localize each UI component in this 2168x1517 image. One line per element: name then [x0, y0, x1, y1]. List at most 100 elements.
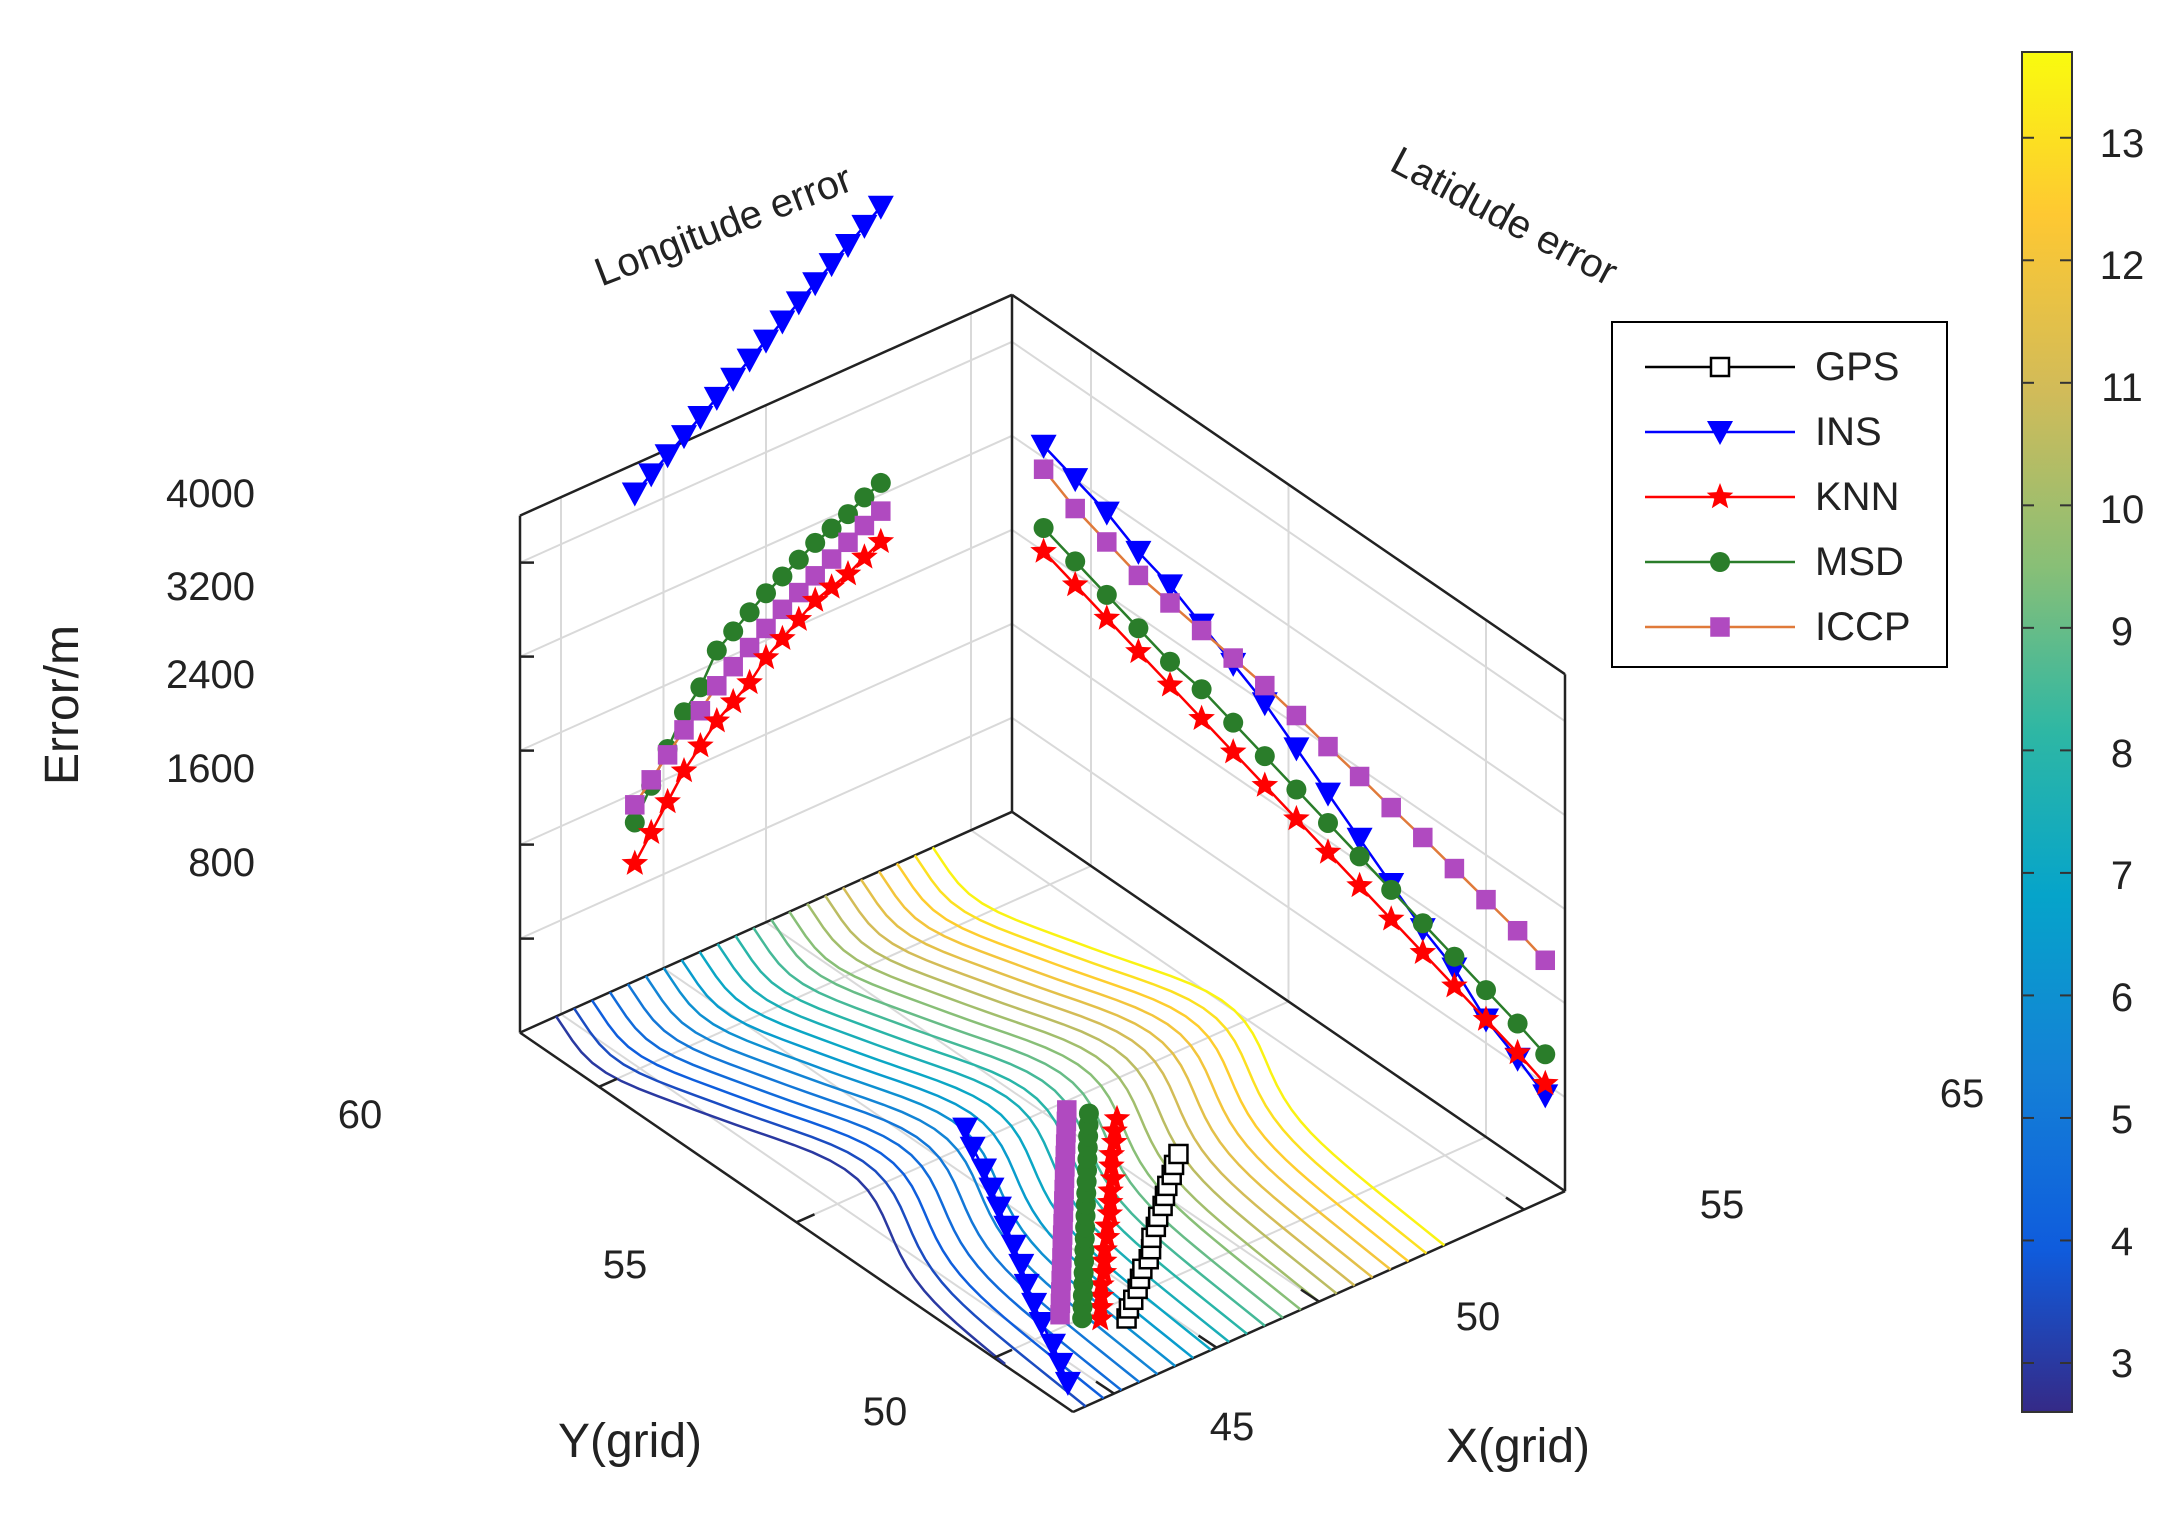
longitude-ins-point: [687, 406, 714, 431]
latitude-msd-point: [1128, 618, 1149, 639]
latitude-msd-point: [1535, 1044, 1556, 1065]
frame-edge: [1011, 810, 1566, 1193]
floor-knn-point: [1094, 1212, 1121, 1238]
latitude-iccp-point: [1349, 766, 1370, 787]
colorbar-tick-label: 11: [2101, 366, 2143, 410]
latitude-ins-point: [1251, 692, 1278, 717]
latitude-iccp-point: [1255, 675, 1275, 696]
longitude-ins-point: [638, 463, 665, 488]
latitude-msd-point: [1318, 812, 1338, 833]
longitude-knn-point: [834, 560, 862, 586]
longitude-iccp-point: [871, 501, 891, 521]
colorbar: 3 4 5 6 7 8 9 10 11 12 13: [2021, 51, 2145, 1413]
legend-marker-knn: [1706, 483, 1734, 509]
longitude-msd-point: [854, 487, 875, 508]
latitude-iccp-series: [1033, 459, 1555, 971]
contour-line: [734, 935, 1248, 1335]
longitude-iccp-series: [625, 501, 891, 815]
legend-box: [1611, 321, 1948, 668]
latitude-ins-point: [1315, 782, 1341, 807]
floor-ins-point: [993, 1215, 1020, 1240]
latitude-iccp-point: [1191, 620, 1212, 641]
x-tick-label: 45: [1210, 1405, 1255, 1449]
z-tick-label: 800: [188, 841, 255, 885]
y-tick-labels: 60 55 50: [338, 1093, 908, 1434]
longitude-ins-point: [851, 214, 878, 239]
longitude-iccp-point: [789, 582, 809, 603]
latitude-knn-point: [1093, 604, 1121, 630]
latitude-iccp-point: [1033, 459, 1054, 479]
legend: GPS INS KNN MSD ICCP: [1611, 321, 1948, 668]
longitude-knn-point: [769, 624, 796, 650]
colorbar-tick-labels: 3 4 5 6 7 8 9 10 11 12 13: [2100, 122, 2145, 1386]
floor-msd-point: [1078, 1103, 1099, 1124]
x-axis-title: X(grid): [1446, 1420, 1590, 1473]
longitude-ins-point: [621, 482, 648, 507]
floor-knn-point: [1099, 1164, 1127, 1191]
longitude-knn-point: [851, 543, 878, 569]
floor-ins-point: [1008, 1253, 1035, 1278]
longitude-knn-point: [637, 818, 665, 844]
longitude-iccp-point: [854, 515, 875, 536]
longitude-knn-point: [752, 643, 780, 670]
contour-line: [555, 1015, 1006, 1365]
latitude-knn-point: [1409, 938, 1437, 964]
latitude-iccp-point: [1507, 920, 1528, 941]
longitude-ins-point: [835, 234, 861, 259]
y-gridline-floor: [796, 1000, 1289, 1224]
longitude-iccp-point: [625, 795, 645, 815]
y-axis-title: Y(grid): [558, 1415, 702, 1468]
latitude-iccp-point: [1065, 498, 1085, 519]
y-tick-label: 55: [603, 1243, 648, 1287]
floor-msd-series: [1072, 1103, 1099, 1329]
floor-knn-point: [1090, 1258, 1118, 1284]
latitude-knn-point: [1156, 671, 1184, 697]
floor-knn-point: [1090, 1247, 1118, 1273]
latitude-knn-point: [1030, 537, 1057, 563]
longitude-knn-series: [621, 527, 895, 875]
colorbar-tick-label: 6: [2111, 976, 2133, 1020]
contour-line: [590, 999, 1105, 1400]
longitude-iccp-point: [657, 745, 678, 765]
latitude-knn-point: [1377, 905, 1405, 931]
legend-label-ins: INS: [1815, 410, 1882, 454]
longitude-knn-point: [736, 668, 763, 695]
floor-ins-point: [1028, 1311, 1055, 1336]
longitude-ins-point: [720, 367, 747, 392]
latitude-msd-point: [1286, 779, 1307, 800]
x-tick-mark: [1197, 1334, 1218, 1349]
longitude-ins-point: [867, 195, 894, 220]
colorbar-tick-label: 9: [2111, 610, 2133, 654]
floor-knn-point: [1096, 1199, 1124, 1226]
legend-marker-msd: [1710, 552, 1730, 572]
latitude-msd-point: [1476, 980, 1496, 1001]
longitude-knn-point: [719, 687, 747, 714]
floor-knn-point: [1087, 1305, 1114, 1331]
longitude-msd-point: [821, 518, 842, 539]
longitude-iccp-point: [805, 566, 825, 586]
latitude-ins-point: [1157, 574, 1183, 599]
longitude-msd-point: [788, 549, 809, 570]
latitude-ins-point: [1030, 434, 1057, 459]
longitude-iccp-point: [707, 676, 727, 696]
longitude-msd-point: [805, 532, 826, 553]
longitude-msd-point: [674, 702, 694, 723]
latitude-iccp-point: [1318, 736, 1338, 757]
floor-knn-point: [1093, 1223, 1121, 1249]
series-layer: [621, 195, 1559, 1396]
z-tick-label: 2400: [166, 653, 255, 697]
latitude-knn-point: [1125, 637, 1152, 664]
floor-iccp-series: [1050, 1100, 1077, 1325]
colorbar-tick-label: 5: [2111, 1098, 2133, 1142]
longitude-ins-point: [736, 348, 763, 373]
latitude-msd-series: [1033, 517, 1556, 1065]
longitude-iccp-point: [690, 701, 711, 721]
longitude-msd-point: [624, 812, 645, 833]
y-tick-mark: [598, 1077, 618, 1088]
longitude-iccp-point: [821, 549, 842, 569]
floor-knn-series: [1087, 1104, 1131, 1331]
floor-ins-point: [985, 1196, 1012, 1221]
contour-line: [573, 1007, 1087, 1408]
latitude-knn-point: [1504, 1038, 1531, 1065]
colorbar-tick-label: 4: [2111, 1220, 2133, 1264]
